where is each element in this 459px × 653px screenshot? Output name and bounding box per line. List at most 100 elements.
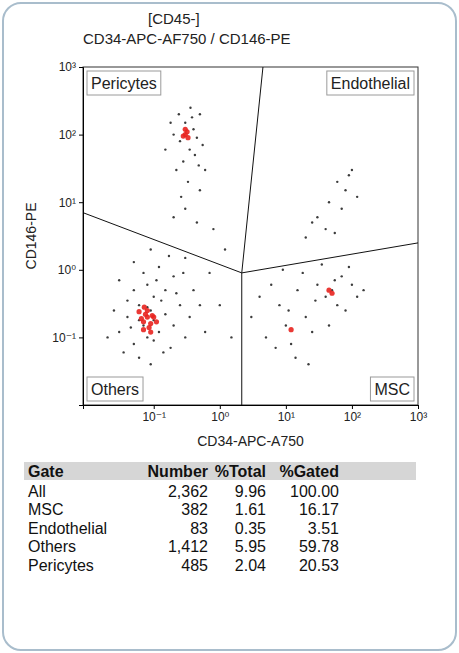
x-tick-label: 10⁰ xyxy=(211,410,229,424)
scatter-point xyxy=(196,136,198,138)
table-cell: 382 xyxy=(181,501,208,518)
scatter-point xyxy=(224,248,226,250)
scatter-point xyxy=(348,266,350,268)
y-tick: 10² xyxy=(59,128,83,142)
scatter-point xyxy=(230,336,232,338)
table-header-band xyxy=(24,462,416,480)
scatter-point xyxy=(270,284,272,286)
scatter-point xyxy=(168,255,170,257)
y-tick-mark xyxy=(79,135,83,136)
scatter-point xyxy=(175,169,177,171)
scatter-point xyxy=(362,289,364,291)
scatter-point xyxy=(204,331,206,333)
x-tick-mark xyxy=(352,405,353,409)
scatter-point xyxy=(180,196,182,198)
gate-label-box xyxy=(327,71,414,95)
scatter-point xyxy=(351,284,353,286)
scatter-point xyxy=(324,296,326,298)
scatter-point xyxy=(154,319,159,324)
scatter-point xyxy=(122,351,124,353)
y-tick: 10⁰ xyxy=(58,263,83,277)
scatter-point xyxy=(113,309,115,311)
table-cell: Others xyxy=(28,538,76,555)
y-tick-label: 10² xyxy=(59,128,76,142)
table-header-cell: Number xyxy=(148,463,208,480)
x-tick-label: 10² xyxy=(344,410,361,424)
table-header-cell: %Total xyxy=(215,463,266,480)
scatter-point xyxy=(340,208,342,210)
scatter-point xyxy=(336,304,338,306)
scatter-point xyxy=(160,299,162,301)
scatter-point xyxy=(348,174,350,176)
card-frame xyxy=(3,3,456,650)
scatter-point xyxy=(151,314,156,319)
scatter-point xyxy=(158,266,160,268)
table-cell: 2.04 xyxy=(235,557,266,574)
scatter-point xyxy=(307,363,309,365)
scatter-point xyxy=(155,279,157,281)
table-cell: 5.95 xyxy=(235,538,266,555)
table-cell: 16.17 xyxy=(299,501,339,518)
x-tick-mark xyxy=(286,405,287,409)
scatter-point xyxy=(219,304,221,306)
y-tick-mark xyxy=(79,67,83,68)
gate-label: MSC xyxy=(370,377,414,401)
scatter-point xyxy=(199,304,201,306)
scatter-point xyxy=(169,121,171,123)
table-cell: 2,362 xyxy=(168,483,208,500)
table-cell: 59.78 xyxy=(299,538,339,555)
table-cell: All xyxy=(28,483,46,500)
scatter-point xyxy=(164,289,166,291)
scatter-point xyxy=(201,144,203,146)
gate-label-box xyxy=(87,71,161,95)
scatter-point xyxy=(294,357,296,359)
scatter-point xyxy=(274,347,276,349)
scatter-point xyxy=(178,113,180,115)
scatter-point xyxy=(351,169,353,171)
y-tick-label: 10⁰ xyxy=(58,263,76,277)
scatter-point xyxy=(146,284,148,286)
scatter-point xyxy=(324,228,326,230)
scatter-point xyxy=(344,189,346,191)
scatter-point xyxy=(130,326,132,328)
scatter-point xyxy=(182,272,184,274)
plot-frame xyxy=(83,67,418,405)
gate-line xyxy=(241,273,242,405)
scatter-point xyxy=(139,316,144,321)
scatter-point xyxy=(328,201,330,203)
x-tick-mark xyxy=(154,405,155,409)
y-tick: 10⁻¹ xyxy=(52,331,83,345)
scatter-point xyxy=(285,324,287,326)
scatter-point xyxy=(179,140,181,142)
scatter-point xyxy=(153,339,155,341)
scatter-point xyxy=(188,148,190,150)
gate-line xyxy=(242,67,263,273)
scatter-point xyxy=(311,331,313,333)
chart-page: [CD45-]CD34-APC-AF750 / CD146-PE10⁻¹10⁰1… xyxy=(0,0,459,653)
scatter-point xyxy=(181,134,186,139)
scatter-point xyxy=(196,221,198,223)
scatter-point xyxy=(265,336,267,338)
y-tick-label: 10¹ xyxy=(59,196,76,210)
gate-label-text: Pericytes xyxy=(91,75,157,92)
scatter-point xyxy=(179,304,181,306)
scatter-point xyxy=(321,263,323,265)
scatter-point xyxy=(278,304,280,306)
table-cell: Pericytes xyxy=(28,557,94,574)
scatter-point xyxy=(305,236,307,238)
scatter-point xyxy=(296,289,298,291)
table-cell: 3.51 xyxy=(308,520,339,537)
gate-label-text: MSC xyxy=(374,381,410,398)
y-axis-line xyxy=(79,68,84,406)
y-tick: 10¹ xyxy=(59,196,83,210)
scatter-point xyxy=(311,221,313,223)
scatter-point xyxy=(146,336,148,338)
scatter-point xyxy=(192,289,194,291)
x-tick-label: 10⁻¹ xyxy=(142,410,166,424)
scatter-point xyxy=(182,160,184,162)
y-axis: 10⁻¹10⁰10¹10²10³ xyxy=(52,60,83,405)
scatter-point xyxy=(138,357,140,359)
gate-label-text: Endothelial xyxy=(331,75,410,92)
x-tick: 10¹ xyxy=(278,405,295,424)
scatter-point xyxy=(258,296,260,298)
